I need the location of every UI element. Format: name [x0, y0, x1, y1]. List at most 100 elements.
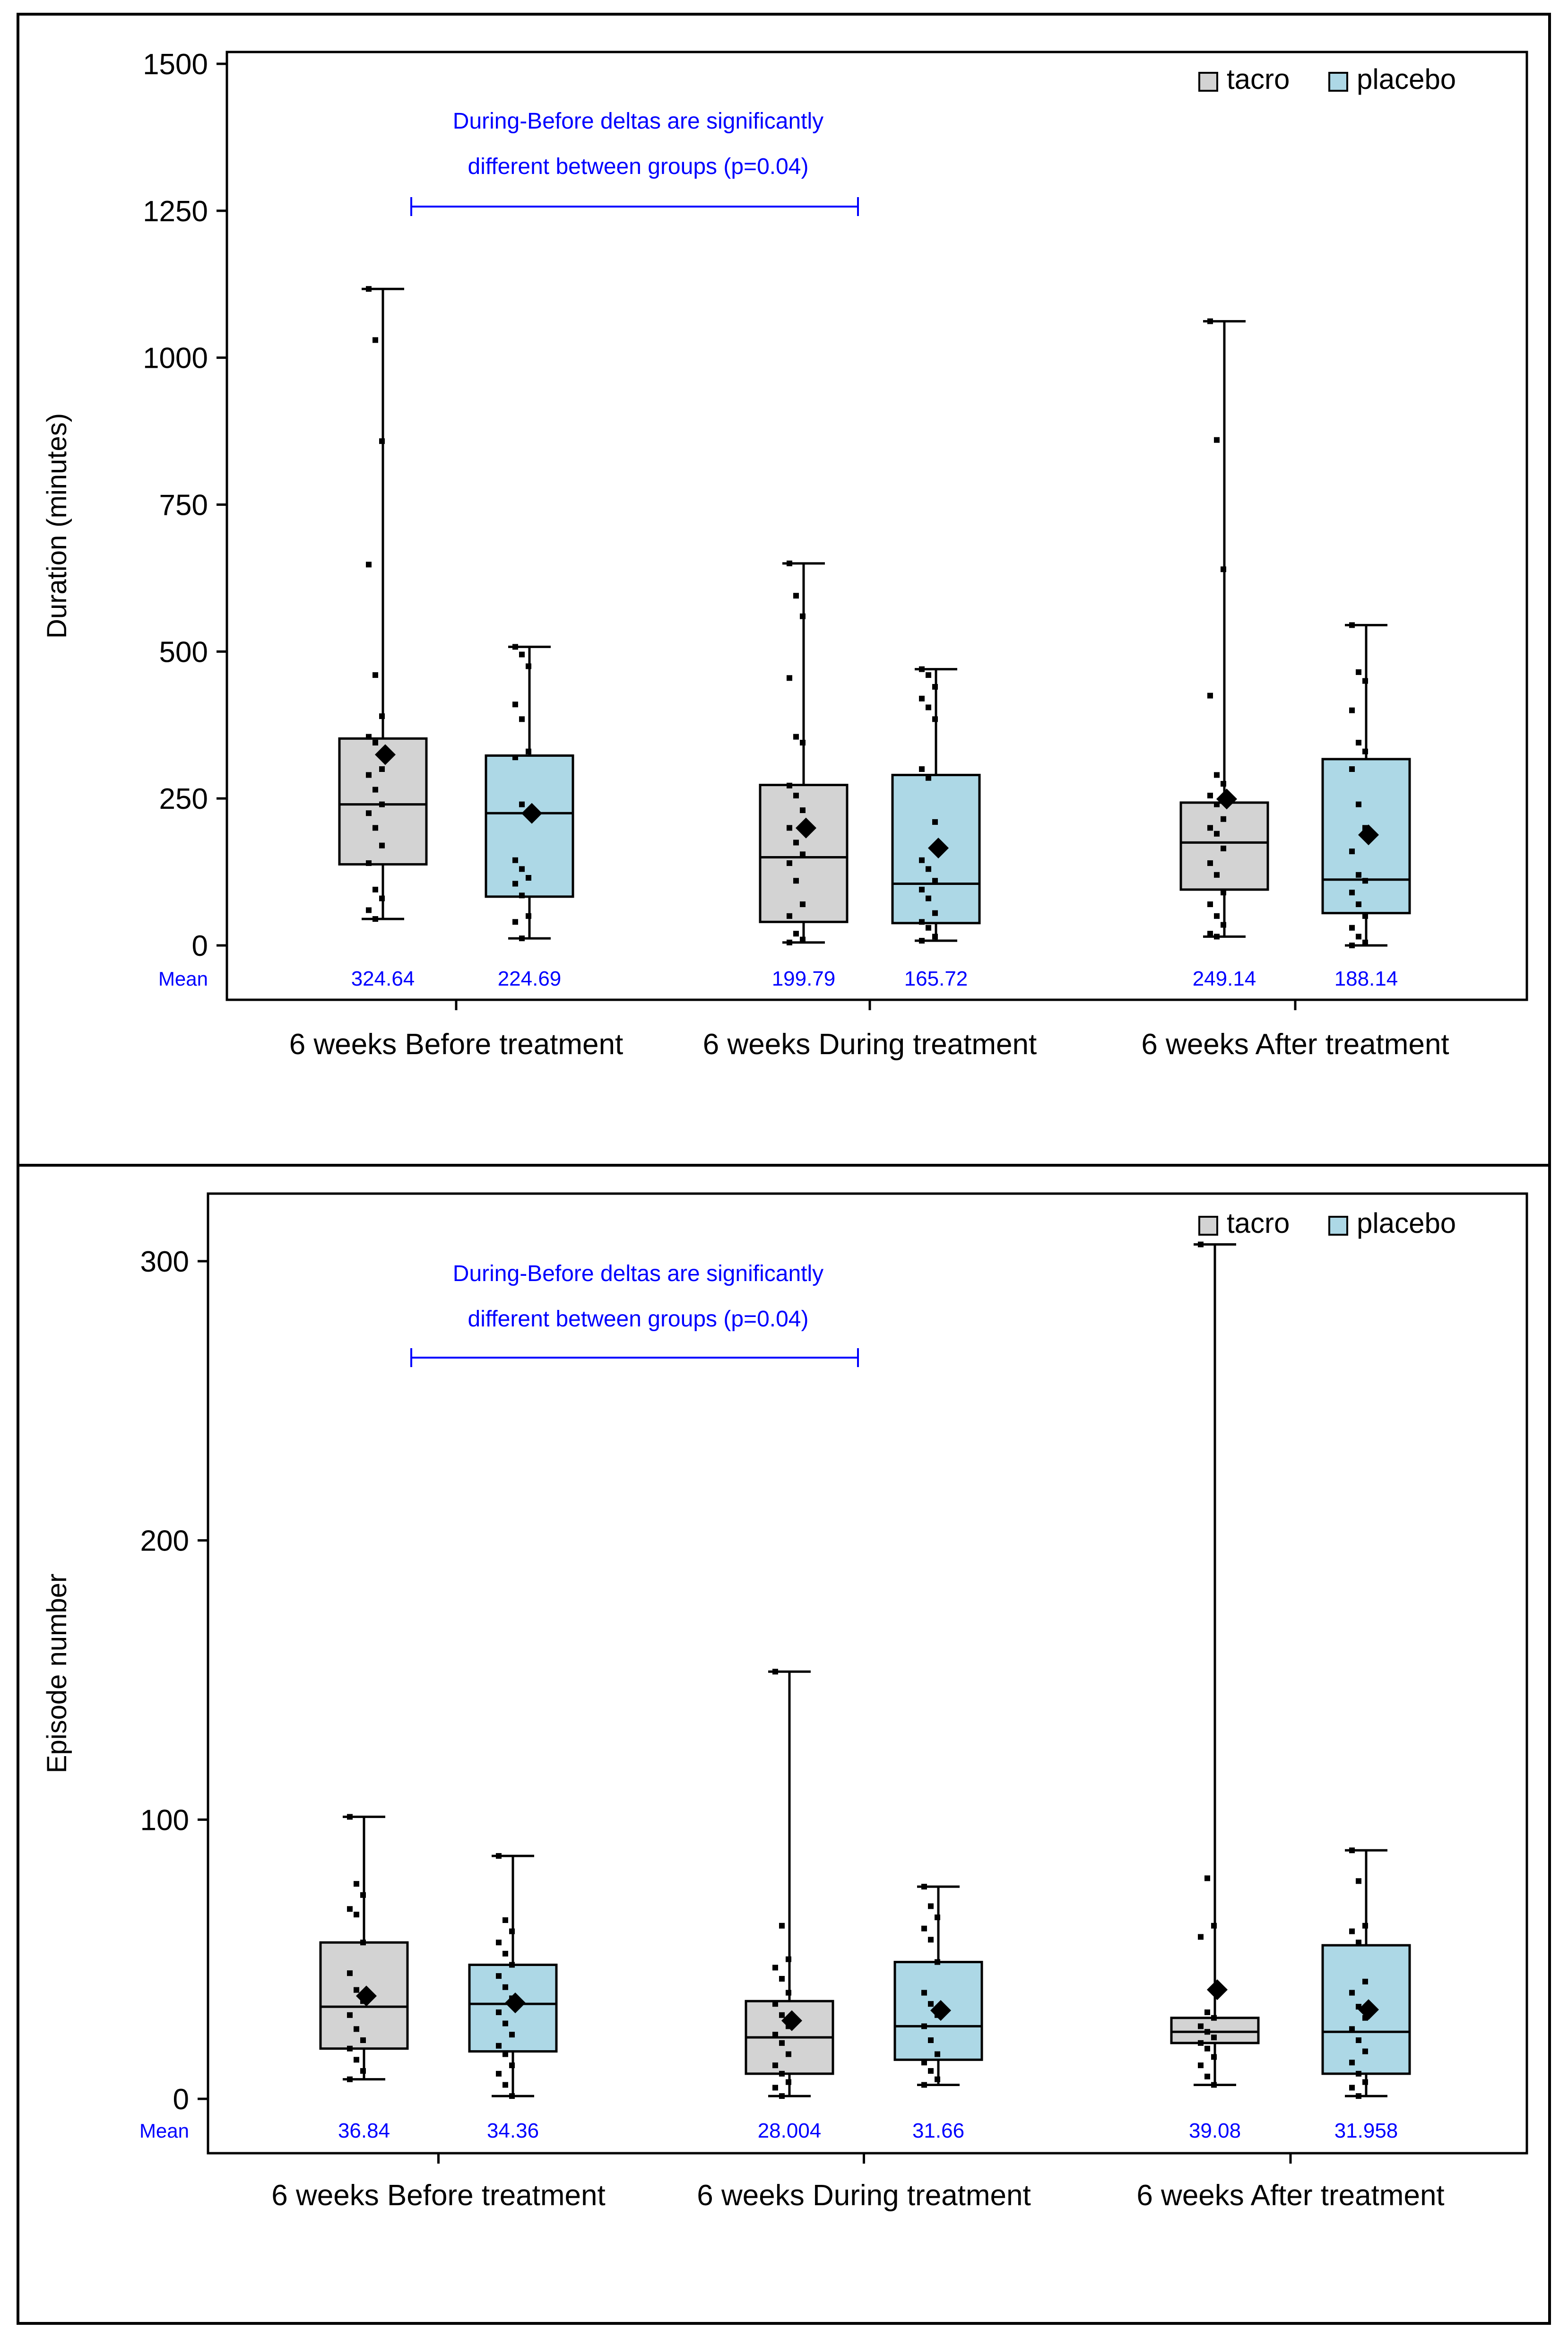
- annotation-line-1: During-Before deltas are significantly: [453, 1261, 823, 1286]
- mean-value-label: 34.36: [487, 2119, 539, 2142]
- data-point: [919, 886, 925, 892]
- annotation-line-2: different between groups (p=0.04): [468, 154, 809, 179]
- category-label: 6 weeks Before treatment: [289, 1028, 623, 1061]
- data-point: [360, 1940, 366, 1946]
- data-point: [800, 613, 806, 619]
- mean-value-label: 324.64: [351, 967, 415, 990]
- mean-value-label: 249.14: [1193, 967, 1256, 990]
- data-point: [347, 1970, 353, 1976]
- data-point: [1349, 925, 1355, 931]
- data-point: [360, 2068, 366, 2074]
- data-point: [373, 740, 378, 746]
- box-placebo-2: 31.958: [1321, 1847, 1411, 2142]
- data-point: [519, 892, 525, 899]
- data-point: [793, 734, 799, 740]
- mean-marker: [1358, 1999, 1379, 2020]
- mean-marker: [930, 2000, 951, 2021]
- data-point: [787, 939, 792, 945]
- data-point: [793, 931, 799, 937]
- data-point: [379, 713, 385, 719]
- data-point: [360, 2037, 366, 2043]
- mean-marker: [375, 744, 396, 765]
- data-point: [779, 2070, 785, 2077]
- category-label: 6 weeks After treatment: [1141, 1028, 1449, 1061]
- data-point: [509, 2093, 515, 2099]
- legend-swatch-tacro: [1198, 1216, 1218, 1236]
- data-point: [373, 916, 378, 922]
- data-point: [1211, 1923, 1217, 1929]
- data-point: [379, 842, 385, 849]
- box-tacro-0: 324.64: [338, 286, 428, 990]
- data-point: [354, 1881, 359, 1887]
- data-point: [512, 754, 518, 761]
- data-point: [1356, 740, 1361, 746]
- data-point: [926, 672, 931, 678]
- data-point: [347, 2012, 353, 2018]
- mean-value-label: 165.72: [904, 967, 968, 990]
- data-point: [793, 878, 799, 884]
- data-point: [1214, 801, 1220, 807]
- y-tick-label: 1250: [143, 195, 208, 228]
- data-point: [919, 766, 925, 772]
- data-point: [512, 919, 518, 925]
- legend-label-placebo: placebo: [1357, 63, 1456, 95]
- bottom-panel-frame: [17, 1164, 1551, 2325]
- data-point: [366, 286, 372, 292]
- duration-boxplot: 0 250 500 750 1000 1250 1500 Duration (minutes)…: [42, 48, 1528, 1061]
- plot-area: [207, 1192, 1528, 2155]
- significance-annotation: During-Before deltas are significantly di…: [410, 109, 859, 216]
- mean-value-label: 36.84: [338, 2119, 390, 2142]
- y-tick-label: 100: [140, 1804, 189, 1836]
- data-point: [1356, 2037, 1361, 2043]
- data-point: [935, 1914, 940, 1921]
- data-point: [347, 1814, 353, 1820]
- mean-marker: [1358, 824, 1379, 846]
- box-placebo-1: 165.72: [891, 666, 981, 990]
- data-point: [787, 675, 792, 681]
- box-placebo-2: 188.14: [1321, 622, 1411, 990]
- legend: tacro placebo: [1198, 63, 1456, 95]
- legend-swatch-placebo: [1328, 72, 1348, 92]
- box-tacro-1: 199.79: [759, 560, 849, 990]
- data-point: [496, 2009, 502, 2015]
- data-point: [496, 2043, 502, 2049]
- legend-label-tacro: tacro: [1227, 63, 1290, 95]
- y-tick-label: 750: [159, 489, 208, 522]
- data-point: [772, 2062, 778, 2069]
- data-point: [1362, 2079, 1368, 2085]
- data-point: [1221, 922, 1226, 928]
- data-point: [1211, 2082, 1217, 2088]
- data-point: [512, 857, 518, 863]
- data-point: [1207, 318, 1213, 324]
- data-point: [502, 1984, 508, 1990]
- data-point: [786, 2051, 791, 2057]
- data-point: [779, 2040, 785, 2046]
- plot-area: [225, 51, 1528, 1001]
- data-point: [1349, 849, 1355, 855]
- mean-marker: [1207, 1979, 1228, 2001]
- data-point: [787, 782, 792, 788]
- data-point: [786, 2079, 791, 2085]
- data-point: [347, 2045, 353, 2052]
- data-point: [1349, 766, 1355, 772]
- data-point: [1207, 931, 1213, 937]
- data-point: [932, 878, 938, 884]
- data-point: [512, 881, 518, 887]
- legend-label-tacro: tacro: [1227, 1207, 1290, 1239]
- data-point: [1356, 669, 1361, 675]
- data-point: [1349, 707, 1355, 713]
- mean-value-label: 28.004: [758, 2119, 822, 2142]
- data-point: [1349, 2060, 1355, 2066]
- mean-marker: [521, 803, 542, 824]
- mean-value-label: 31.958: [1334, 2119, 1398, 2142]
- data-point: [921, 1925, 927, 1932]
- data-point: [1214, 831, 1220, 837]
- data-point: [366, 810, 372, 816]
- data-point: [1204, 2073, 1210, 2079]
- data-point: [526, 913, 531, 919]
- data-point: [779, 2093, 785, 2099]
- data-point: [1356, 2093, 1361, 2099]
- data-point: [1198, 2040, 1204, 2046]
- data-point: [928, 1903, 934, 1909]
